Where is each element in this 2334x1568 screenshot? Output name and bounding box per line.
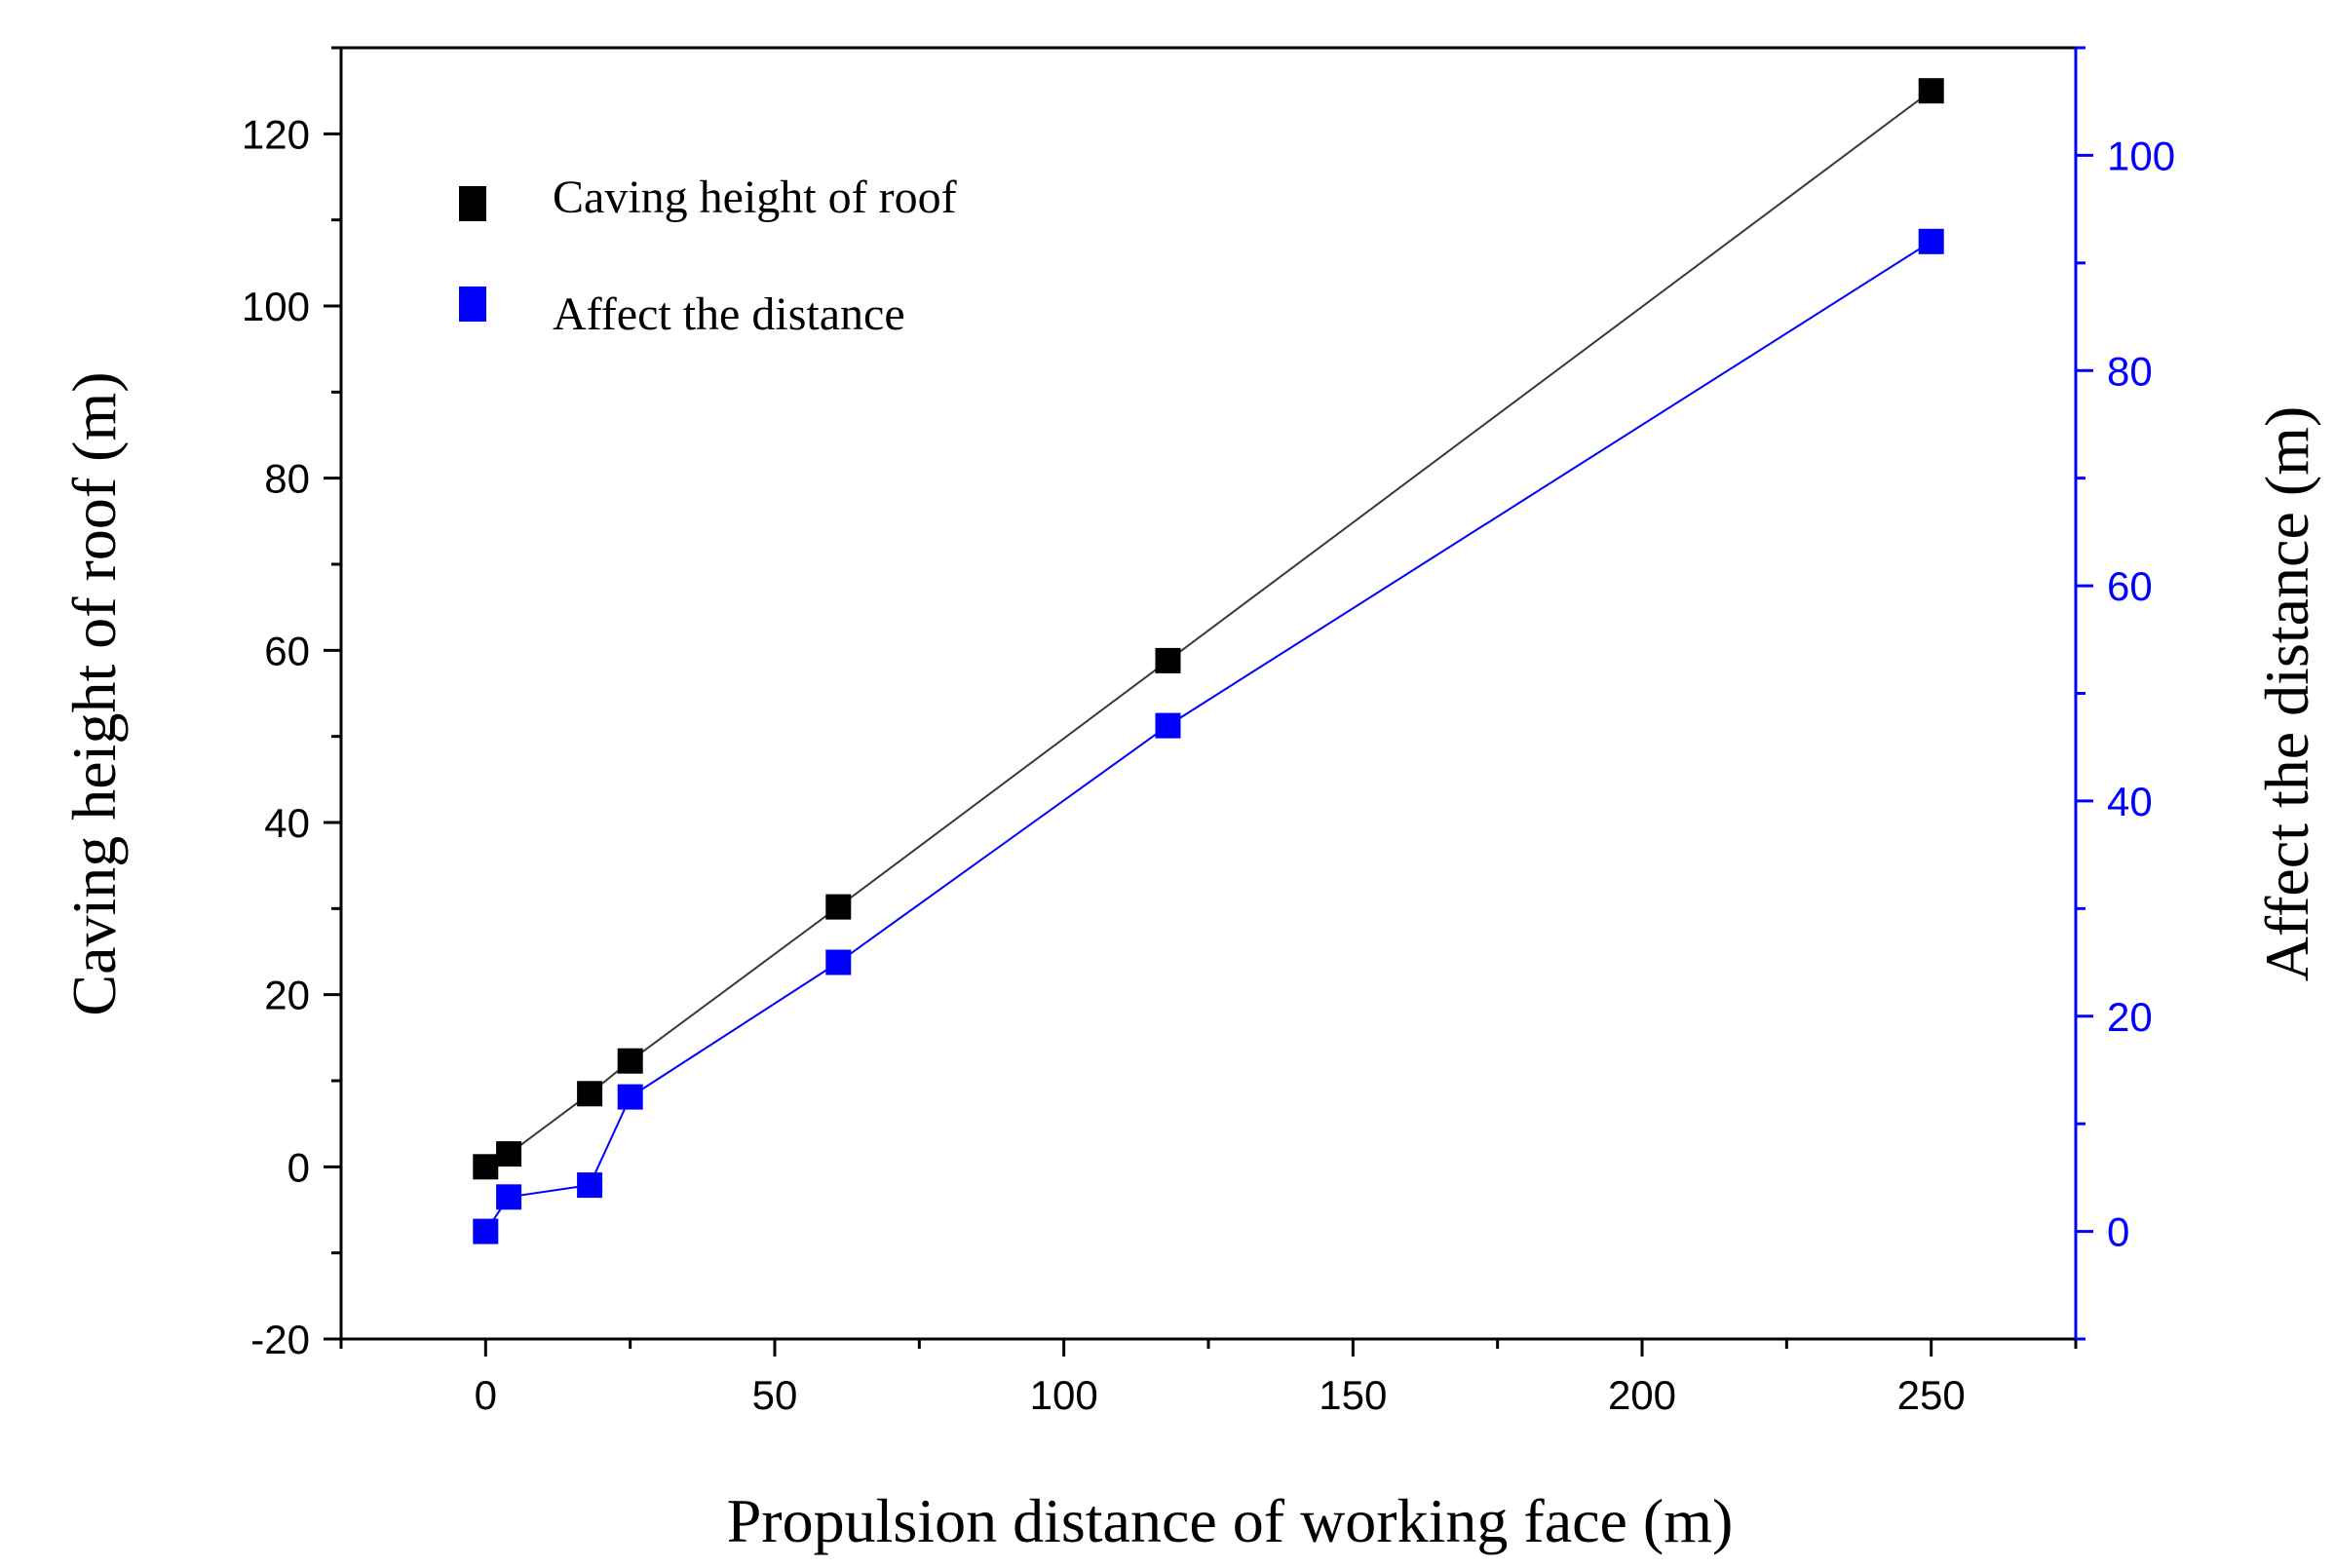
legend-label-affect-distance: Affect the distance [553,288,905,340]
y-tick-label: 60 [264,628,310,673]
y-axis-title-right: Affect the distance (m) [2252,406,2321,982]
y-tick-label: 100 [242,284,310,329]
point-caving-height-of-roof-1 [496,1141,522,1167]
y2-tick-label: 60 [2107,563,2153,609]
x-tick-label: 100 [1030,1372,1098,1418]
point-affect-the-distance-4 [825,949,852,975]
series-line-affect-the-distance [484,240,1932,1233]
point-affect-the-distance-2 [577,1172,603,1199]
point-caving-height-of-roof-6 [1918,78,1944,104]
y-tick-label: 0 [287,1144,310,1190]
x-axis-title: Propulsion distance of working face (m) [727,1486,1734,1555]
point-affect-the-distance-1 [496,1184,522,1210]
x-tick-label: 50 [752,1372,798,1418]
x-tick-label: 0 [475,1372,497,1418]
point-affect-the-distance-3 [617,1084,643,1110]
y2-tick-label: 80 [2107,348,2153,394]
x-tick-label: 200 [1608,1372,1676,1418]
y-tick-label: 120 [242,111,310,157]
y2-tick-label: 0 [2107,1209,2129,1255]
x-tick-label: 150 [1319,1372,1387,1418]
y-tick-label: 20 [264,973,310,1018]
legend-marker-caving-height [459,186,486,221]
point-caving-height-of-roof-4 [825,894,852,920]
axis-ticks: 0 50 100 150 200 250 -20 0 20 40 60 80 100 120 0 20 40 60… [242,46,2175,1418]
point-caving-height-of-roof-5 [1155,647,1181,673]
point-caving-height-of-roof-3 [617,1048,643,1074]
series-line-caving-height-of-roof [484,90,1932,1168]
y-tick-label: -20 [250,1317,310,1362]
y2-tick-label: 20 [2107,994,2153,1040]
point-caving-height-of-roof-0 [473,1154,499,1180]
legend-label-caving-height: Caving height of roof [553,172,957,223]
point-caving-height-of-roof-2 [577,1081,603,1107]
point-affect-the-distance-5 [1155,712,1181,739]
y-tick-label: 80 [264,456,310,502]
point-affect-the-distance-6 [1918,228,1944,254]
series-markers [473,78,1944,1244]
y-axis-title-left: Caving height of roof (m) [59,371,129,1015]
y-tick-label: 40 [264,800,310,846]
y2-tick-label: 40 [2107,779,2153,824]
point-affect-the-distance-0 [473,1218,499,1244]
x-tick-label: 250 [1897,1372,1966,1418]
series-lines [484,90,1932,1233]
legend: Caving height of roof Affect the distanc… [459,172,957,340]
legend-marker-affect-distance [459,287,486,322]
y2-tick-label: 100 [2107,133,2175,178]
